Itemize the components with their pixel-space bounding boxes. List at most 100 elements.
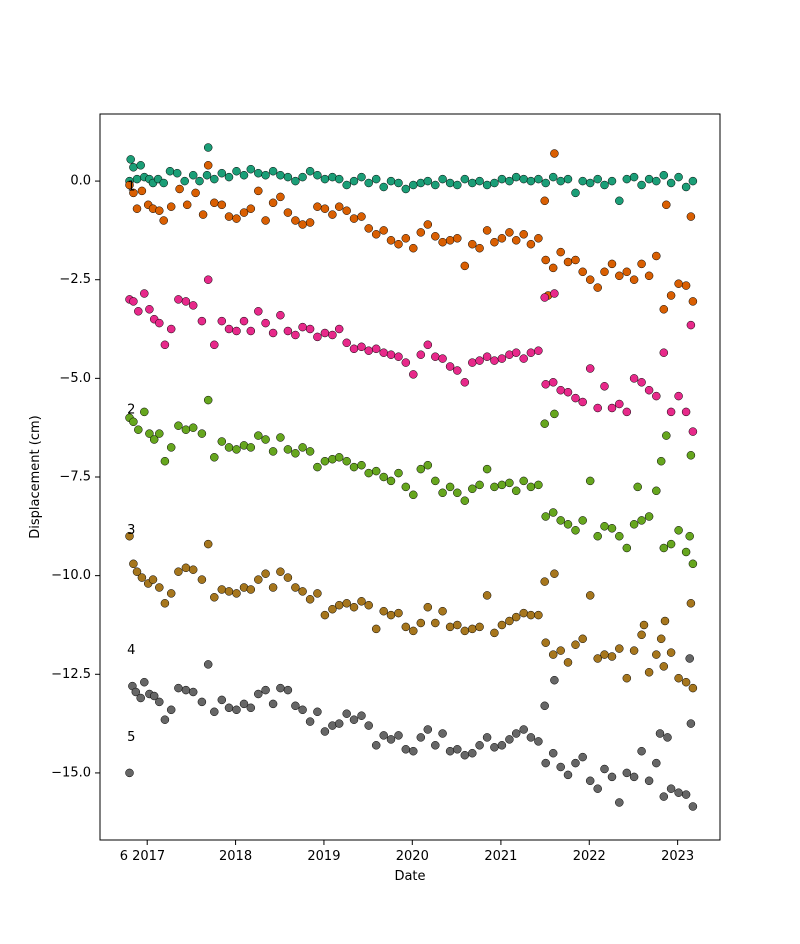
series-1-point <box>681 182 691 192</box>
series-5-point <box>394 608 403 618</box>
series-6-point <box>548 748 558 758</box>
series-3-point <box>224 324 234 334</box>
series-6-point <box>160 715 170 724</box>
series-4-point <box>629 520 639 529</box>
series-5-point <box>357 597 366 606</box>
series-4-point <box>674 526 683 535</box>
series-6-point <box>291 701 300 711</box>
series-6-point <box>416 733 426 742</box>
y-tick-label: −15.0 <box>51 765 91 780</box>
series-6-point <box>585 776 595 786</box>
series-1-point <box>460 174 470 184</box>
series-6-point <box>313 707 322 717</box>
series-4-point <box>460 496 470 505</box>
series-5-point <box>615 644 624 653</box>
series-3-point <box>468 358 477 367</box>
series-6-point <box>497 741 507 750</box>
series-2-point <box>224 212 234 221</box>
series-6-point <box>490 743 499 752</box>
series-4-point <box>364 468 373 478</box>
series-4-point <box>357 460 366 470</box>
series-2-point <box>283 208 293 217</box>
series-5-point <box>540 577 549 586</box>
series-4-point <box>526 482 536 492</box>
series-5-point <box>497 620 507 630</box>
series-2-point <box>191 188 200 198</box>
series-1-point <box>342 180 351 190</box>
series-3-point <box>394 352 403 361</box>
series-6-point <box>394 731 403 740</box>
series-4-point <box>571 526 580 535</box>
series-2-point <box>686 212 696 221</box>
series-2-point <box>371 230 381 239</box>
series-6-point <box>401 745 411 754</box>
series-6-point <box>254 689 263 699</box>
series-1-point <box>349 176 359 186</box>
series-3-point <box>409 370 418 379</box>
series-5-point <box>423 602 433 612</box>
series-5-point <box>328 604 337 614</box>
series-6-point <box>519 725 528 734</box>
series-1-point <box>202 170 212 180</box>
series-2-point <box>232 214 241 223</box>
series-4-point <box>409 490 418 500</box>
series-1-point <box>431 180 440 190</box>
series-2-point <box>475 243 484 253</box>
series-2-point <box>198 210 208 219</box>
series-3-point <box>357 342 366 352</box>
series-4-point <box>197 429 207 438</box>
series-1-point <box>585 178 595 188</box>
series-4-point <box>445 482 455 492</box>
series-2-point <box>571 255 580 265</box>
series-4-point <box>224 443 234 452</box>
series-2-point <box>261 216 270 225</box>
series-2-point <box>239 208 249 217</box>
series-5-point <box>174 567 183 576</box>
series-6-point <box>563 770 573 780</box>
series-4-point <box>166 443 176 452</box>
series-5-point <box>622 673 632 683</box>
series-3-point <box>386 350 396 359</box>
series-5-point <box>548 650 558 659</box>
series-4-point <box>188 423 198 432</box>
series-6-point <box>482 733 492 742</box>
series-5-point <box>386 610 396 620</box>
series-2-point <box>578 267 587 277</box>
series-1-point <box>268 166 278 176</box>
series-3-point <box>629 374 639 383</box>
series-3-point <box>460 378 470 387</box>
series-2-point <box>268 198 278 208</box>
series-5-point <box>166 589 176 598</box>
series-1-point <box>438 174 447 184</box>
series-6-point <box>686 719 696 728</box>
series-1-point <box>394 178 403 188</box>
series-1-point <box>172 168 182 178</box>
series-3-point <box>145 305 154 314</box>
series-3-point <box>203 275 213 284</box>
series-1-point <box>305 166 315 176</box>
series-1-point <box>217 168 227 178</box>
series-2-point <box>497 234 507 243</box>
series-6-point <box>652 758 661 768</box>
series-1-point <box>371 174 381 184</box>
series-2-point <box>401 234 411 243</box>
series-1-point <box>615 196 624 206</box>
series-6-point <box>379 731 388 740</box>
series-6-point <box>431 741 440 750</box>
series-5-point <box>305 595 315 604</box>
series-1-point <box>254 168 263 178</box>
series-5-point <box>453 620 462 630</box>
y-tick-label: −5.0 <box>59 371 91 386</box>
series-3-point <box>181 297 191 306</box>
series-2-point <box>453 234 462 243</box>
series-3-point <box>246 326 256 336</box>
series-5-point <box>232 589 241 598</box>
series-3-point <box>681 407 691 417</box>
series-2-point <box>622 267 632 277</box>
series-4-point <box>541 512 550 521</box>
series-4-point <box>386 476 396 486</box>
series-1-point <box>453 180 462 190</box>
series-6-point <box>261 685 270 695</box>
series-3-point <box>334 324 344 334</box>
series-6-point <box>149 691 159 701</box>
